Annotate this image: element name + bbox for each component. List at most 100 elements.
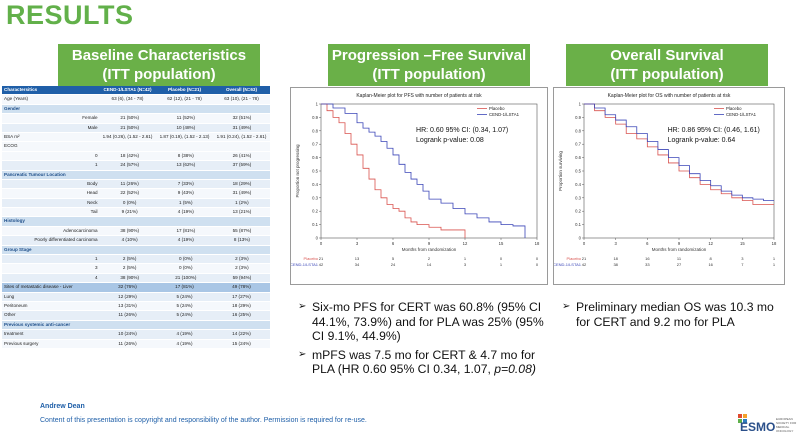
table-cell: 4 [95,274,98,280]
table-cell [156,171,213,179]
table-cell: Previous surgery [4,340,39,346]
baseline-table: Charactersitics CEND-1/LSTA1 (N=42) Placeb… [2,86,270,349]
x-tick-label: 9 [428,241,431,246]
table-cell: 55 (87%) [232,227,252,233]
column-header: Charactersitics [4,87,38,92]
at-risk-label: CEND-1/LSTA1 [291,262,319,267]
y-tick-label: 0.8 [312,128,318,133]
table-cell: 37 (59%) [232,162,252,168]
y-axis-label: Proportion not progressing [295,144,300,198]
slide-title: RESULTS [6,0,134,30]
table-cell: 2 (5%) [122,265,137,271]
table-cell [213,217,270,225]
at-risk-count: 18 [613,256,618,261]
table-cell: 5 (24%) [176,302,193,308]
table-cell: 59 (94%) [232,274,252,280]
table-row: 1 2 (5%) 0 (0%) 2 (3%) [2,255,270,265]
at-risk-count: 21 [582,256,587,261]
list-item: ➢ Six-mo PFS for CERT was 60.8% (95% CI … [298,300,550,344]
at-risk-count: 0 [536,256,539,261]
legend-label: Placebo [489,106,505,111]
table-cell: Adenocarcinoma [63,227,98,233]
hr-annotation: HR: 0.86 95% CI: (0.46, 1.61) [668,127,760,134]
table-cell: 17 (81%) [176,227,196,233]
table-cell: Female [82,115,98,121]
table-cell: ECOG [4,143,18,149]
y-tick-label: 0.1 [312,222,318,227]
author-name: Andrew Dean [40,403,85,410]
x-tick-label: 15 [740,241,745,246]
at-risk-count: 1 [773,262,776,267]
table-row: Gender [2,104,270,115]
table-cell: 0 (0%) [179,256,193,262]
table-cell: 1 [95,256,98,262]
os-km-chart: Kaplan-Meier plot for OS with number of … [553,93,777,267]
y-tick-label: 0.7 [312,142,318,147]
legend-label: CEND-1/LSTA1 [489,112,520,117]
table-cell: 0 [95,152,98,158]
y-tick-label: 0.5 [575,169,581,174]
at-risk-count: 13 [355,256,360,261]
esmo-logo-mark [738,414,747,423]
table-row: Lung 12 (29%) 5 (24%) 17 (27%) [2,292,270,302]
table-row: Body 11 (26%) 7 (33%) 18 (29%) [2,179,270,190]
at-risk-count: 14 [427,262,432,267]
table-cell: 22 (52%) [120,190,139,196]
table-cell: 5 (24%) [176,312,193,318]
list-item: ➢ mPFS was 7.5 mo for CERT & 4.7 mo for … [298,348,550,377]
table-cell [156,105,213,113]
pfs-chart-panel: Kaplan-Meier plot for PFS with number of… [290,87,548,285]
table-row: BSA m² 1.94 (0.26), (1.52 - 2.61) 1.87 (0.… [2,132,270,143]
table-row: Other 11 (26%) 5 (24%) 16 (25%) [2,311,270,321]
table-cell [156,321,213,329]
at-risk-count: 42 [582,262,587,267]
table-cell: 10 (24%) [118,331,137,337]
y-tick-label: 0.2 [575,209,581,214]
table-cell: 4 (10%) [121,237,138,243]
at-risk-count: 11 [677,256,682,261]
copyright-notice: Content of this presentation is copyrigh… [40,417,367,424]
y-tick-label: 0.5 [312,169,318,174]
y-tick-label: 0.7 [575,142,581,147]
esmo-logo: ESMO EUROPEAN SOCIETY FOR MEDICAL ONCOLO… [738,411,798,435]
table-cell: 2 (3%) [235,256,249,262]
table-header-row: Charactersitics CEND-1/LSTA1 (N=42) Placeb… [2,86,270,96]
table-row: ECOG [2,142,270,152]
table-cell: BSA m² [4,133,20,139]
hr-annotation: HR: 0.60 95% CI: (0.34, 1.07) [416,127,508,134]
x-tick-label: 6 [646,241,649,246]
table-cell: 8 (38%) [177,152,194,158]
table-cell: Gender [4,105,21,111]
at-risk-label: Placebo [567,256,582,261]
baseline-header-line2: (ITT population) [102,66,216,83]
table-cell: 15 (24%) [232,340,251,346]
table-cell: 31 (49%) [232,190,252,196]
x-tick-label: 0 [320,241,323,246]
table-cell: 9 (43%) [177,190,194,196]
at-risk-count: 16 [708,262,713,267]
at-risk-count: 1 [464,256,467,261]
at-risk-count: 1 [500,262,503,267]
at-risk-count: 38 [613,262,618,267]
table-cell [213,105,270,113]
table-cell: 0 (0%) [122,199,137,205]
x-tick-label: 18 [535,241,540,246]
os-header-line1: Overall Survival [610,47,724,64]
at-risk-count: 27 [677,262,682,267]
km-curve-placebo [584,103,774,205]
table-cell [213,171,270,179]
table-cell: 4 (19%) [177,209,194,215]
pfs-header-line2: (ITT population) [372,66,486,83]
table-cell: 32 (76%) [118,284,137,290]
table-cell: Sites of metastatic disease - Liver [4,284,73,290]
table-cell: 14 (22%) [232,331,251,337]
km-curve-cend [321,103,526,238]
x-tick-label: 6 [392,241,395,246]
table-row: Histology [2,217,270,227]
table-cell: 1 (5%) [179,199,193,205]
pfs-header-line1: Progression –Free Survival [331,47,527,64]
y-tick-label: 0.3 [312,195,318,200]
os-chart-panel: Kaplan-Meier plot for OS with number of … [553,87,785,285]
table-cell: treatment [4,331,24,337]
pfs-bullet-1: Six-mo PFS for CERT was 60.8% (95% CI 44… [312,300,544,343]
